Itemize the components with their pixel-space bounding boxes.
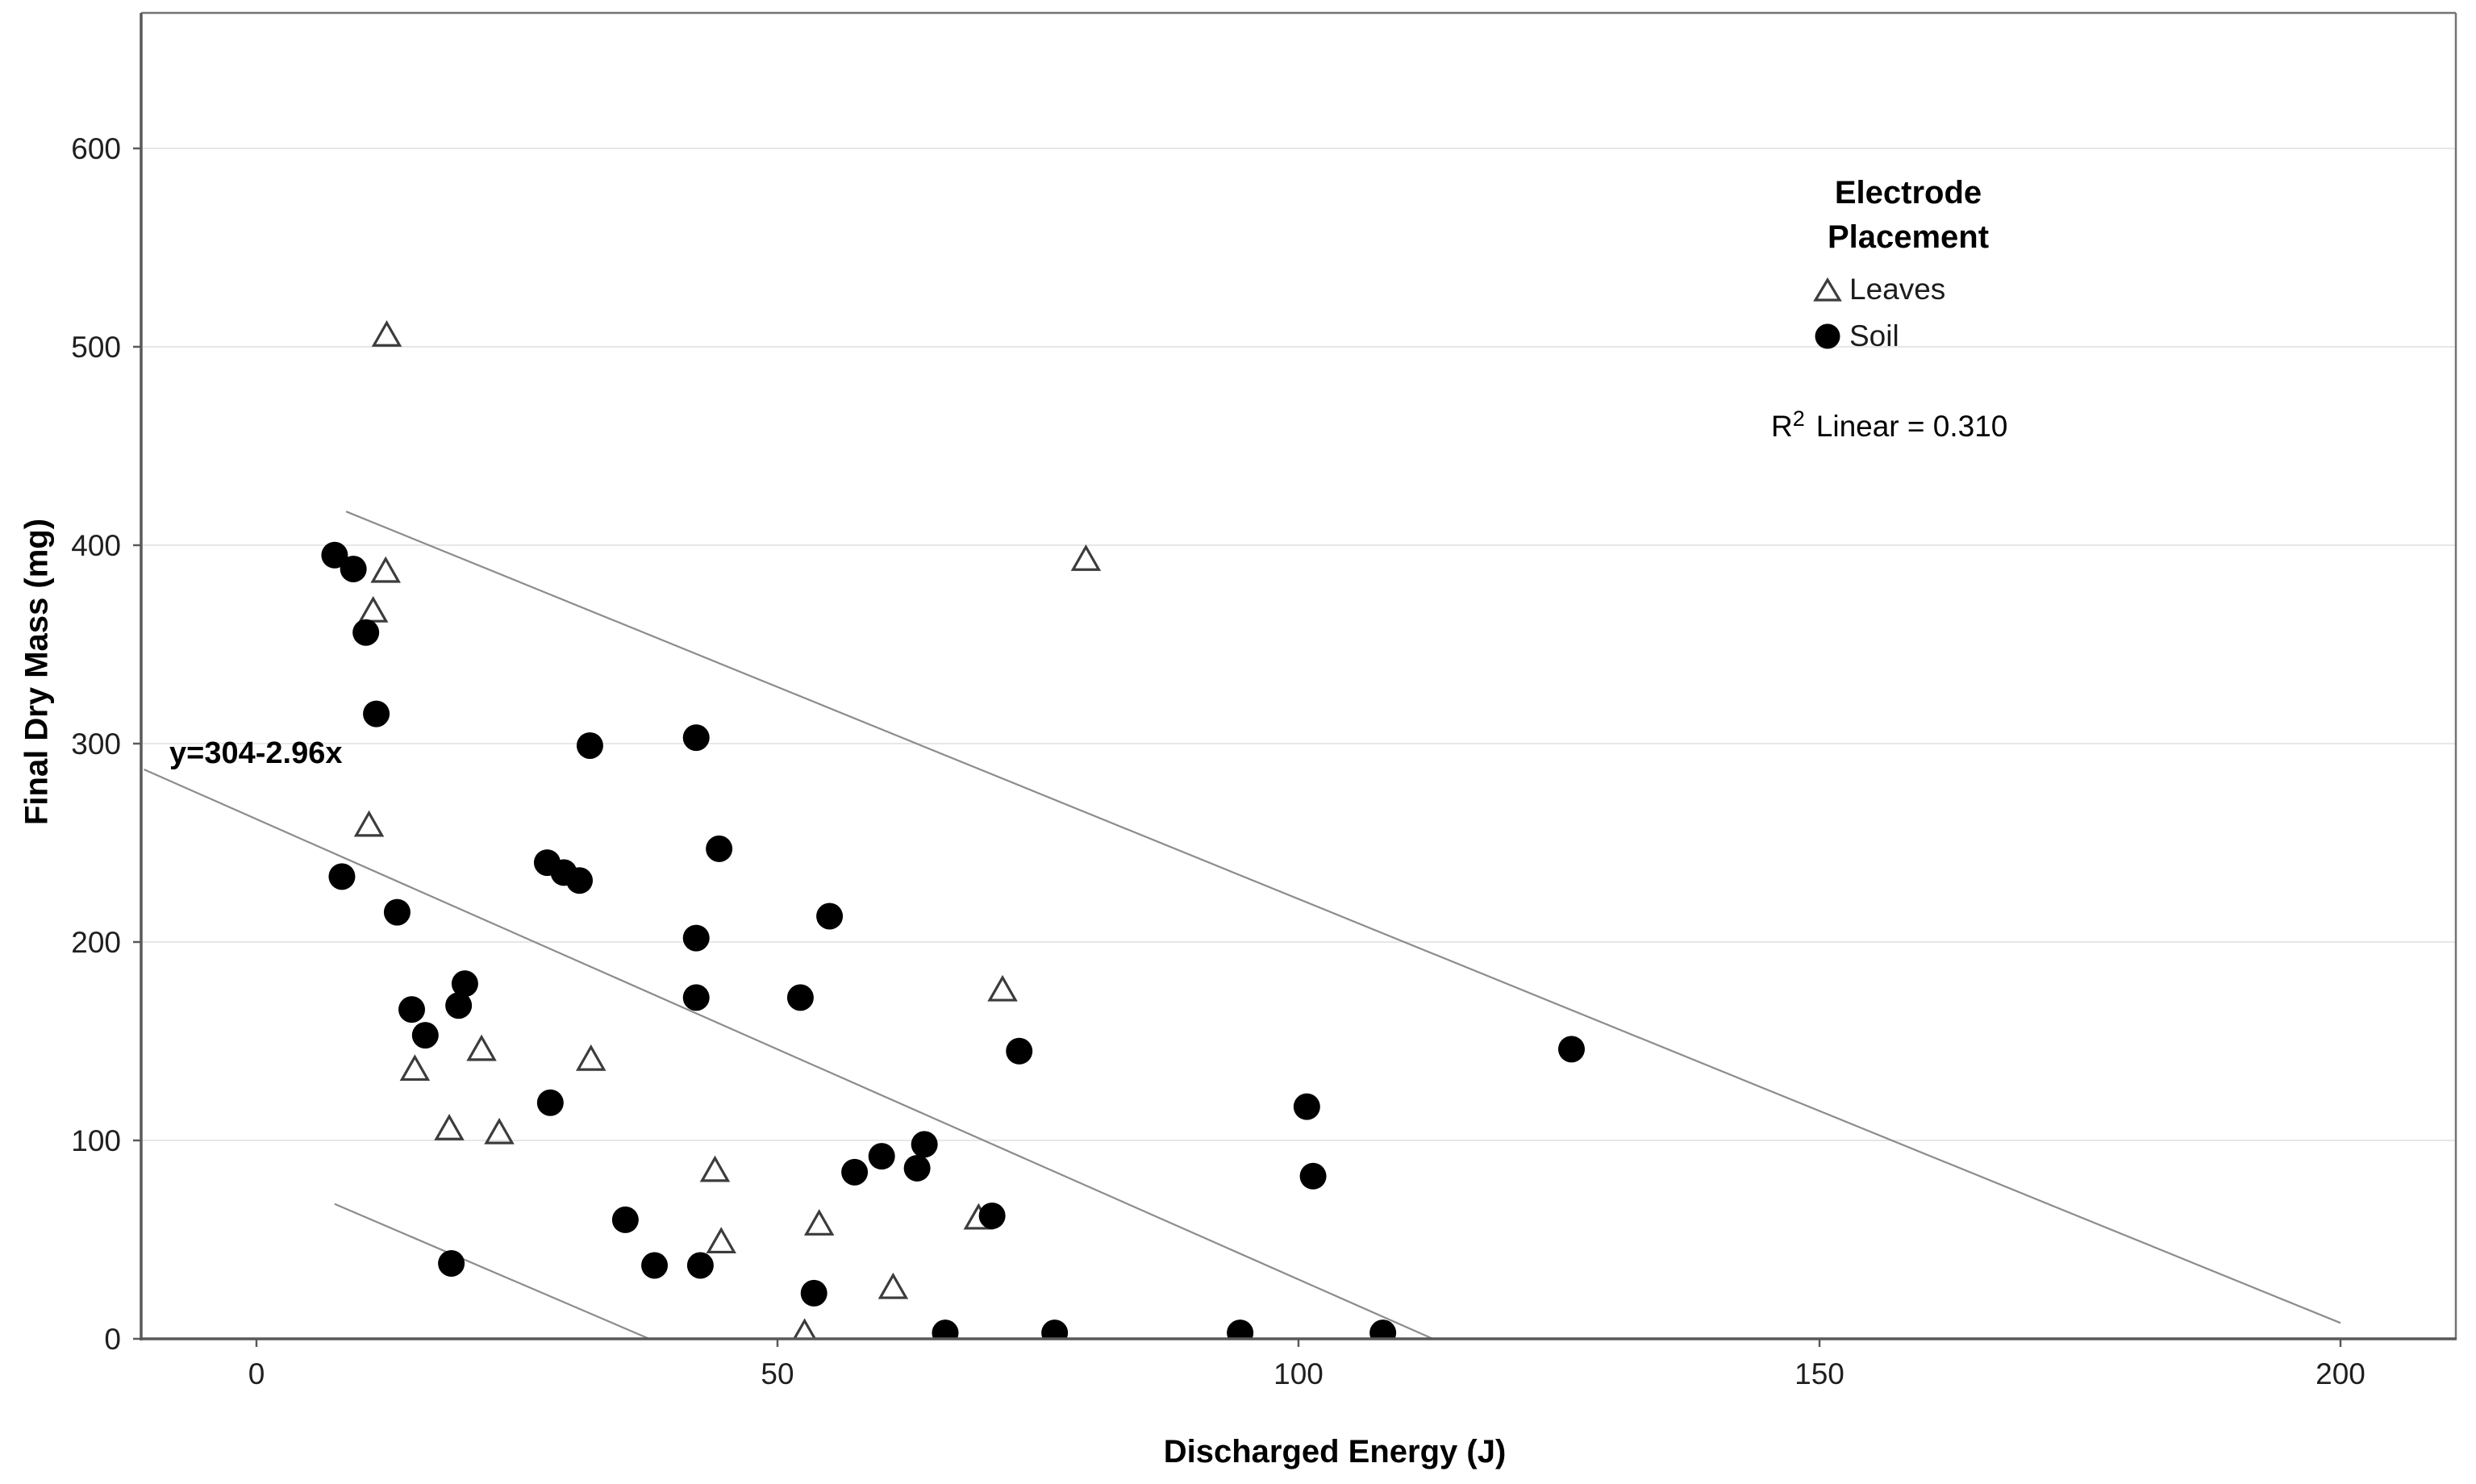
soil-point: [411, 1022, 439, 1049]
leaves-point: [699, 1155, 731, 1182]
soil-point: [682, 924, 710, 952]
soil-point: [1299, 1162, 1327, 1190]
soil-point: [576, 732, 603, 759]
leaves-point: [353, 810, 385, 837]
x-tick-label: 100: [1273, 1357, 1323, 1390]
leaves-point: [371, 320, 402, 347]
y-tick-label: 200: [71, 926, 121, 959]
y-tick-label: 100: [71, 1124, 121, 1157]
y-tick-label: 500: [71, 331, 121, 364]
soil-point: [611, 1206, 639, 1233]
soil-point: [536, 1089, 564, 1116]
y-tick-label: 400: [71, 529, 121, 562]
soil-point: [363, 700, 390, 727]
regression-line: [144, 768, 1434, 1339]
x-tick-label: 50: [761, 1357, 794, 1390]
soil-point: [340, 556, 367, 583]
y-tick-label: 0: [104, 1323, 121, 1356]
leaves-point: [466, 1034, 497, 1061]
soil-point: [328, 863, 356, 890]
soil-point: [566, 867, 594, 894]
open-triangle-icon: [1813, 277, 1842, 302]
soil-point: [816, 902, 844, 930]
y-axis-title: Final Dry Mass (mg): [19, 518, 55, 826]
soil-point: [682, 984, 710, 1011]
r2-value-text: Linear = 0.310: [1815, 410, 2008, 443]
soil-point: [321, 541, 348, 569]
x-tick-label: 200: [2316, 1357, 2366, 1390]
leaves-point: [357, 595, 389, 623]
upper-interval-line: [345, 511, 2341, 1324]
soil-point: [978, 1202, 1006, 1229]
y-tick-label: 600: [71, 132, 121, 165]
soil-point: [841, 1158, 869, 1186]
lower-interval-line: [334, 1203, 650, 1339]
leaves-point: [987, 974, 1018, 1002]
x-tick-label: 0: [248, 1357, 265, 1390]
legend-title: Electrode Placement: [1827, 175, 1990, 256]
legend-item-soil: Soil: [1813, 319, 1899, 353]
soil-point: [682, 724, 710, 752]
leaves-point: [803, 1209, 835, 1236]
x-tick-label: 150: [1794, 1357, 1844, 1390]
soil-point: [383, 898, 411, 926]
soil-point: [445, 992, 473, 1019]
leaves-point: [792, 1318, 817, 1339]
x-axis-title: Discharged Energy (J): [1163, 1434, 1507, 1469]
soil-point: [800, 1279, 827, 1307]
soil-point: [641, 1252, 669, 1279]
legend-item-leaves: Leaves: [1813, 273, 1945, 306]
soil-point: [1558, 1036, 1586, 1063]
soil-point: [1369, 1319, 1397, 1339]
soil-point: [1041, 1319, 1069, 1339]
soil-point: [438, 1250, 465, 1278]
legend-label-soil: Soil: [1849, 319, 1899, 352]
r2-base: R: [1771, 410, 1793, 443]
soil-point: [686, 1252, 714, 1279]
y-tick-label: 300: [71, 727, 121, 761]
soil-point: [398, 996, 426, 1023]
soil-point: [868, 1143, 895, 1170]
r2-exponent: 2: [1792, 406, 1805, 431]
fit-equation-label: y=304-2.96x: [169, 736, 343, 770]
soil-point: [706, 835, 733, 862]
filled-circle-icon: [1815, 323, 1840, 349]
leaves-point: [370, 556, 401, 583]
soil-point: [932, 1319, 959, 1339]
leaves-point: [434, 1114, 465, 1140]
soil-point: [1006, 1037, 1033, 1065]
leaves-point: [706, 1227, 736, 1254]
soil-point: [1293, 1093, 1320, 1120]
leaves-point: [484, 1117, 515, 1144]
soil-point: [911, 1131, 938, 1158]
soil-point: [903, 1154, 931, 1182]
leaves-point: [1070, 544, 1102, 571]
leaves-point: [575, 1044, 606, 1071]
leaves-point: [877, 1272, 909, 1299]
legend-label-leaves: Leaves: [1849, 273, 1946, 306]
r-squared-annotation: R2 Linear = 0.310: [1771, 406, 2008, 444]
leaves-point: [399, 1054, 431, 1082]
soil-point: [352, 619, 380, 646]
soil-point: [786, 984, 814, 1011]
soil-point: [1227, 1319, 1254, 1339]
soil-point: [451, 970, 478, 998]
